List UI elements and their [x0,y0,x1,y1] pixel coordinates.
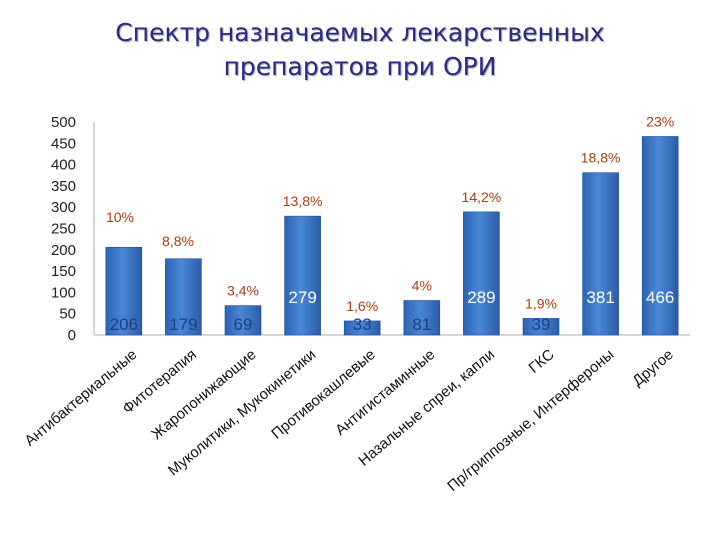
bar-value-label: 81 [412,315,431,334]
bar-percent-label: 8,8% [162,233,194,249]
bar [284,215,321,336]
bar-value-label: 289 [467,288,495,307]
y-tick-label: 350 [51,178,76,195]
x-category-label: ГКС [526,346,558,377]
bar-value-label: 179 [169,315,197,334]
bar-value-label: 381 [586,288,614,307]
x-category-label: Жаропонижающие [148,346,259,443]
bar [343,320,381,336]
y-tick-label: 50 [59,306,76,323]
bar [522,318,560,336]
bar-percent-label: 1,9% [525,295,557,311]
bar [582,172,619,336]
bar-value-label: 279 [288,288,316,307]
x-category-label: Антигистаминные [332,346,438,439]
bar-percent-label: 1,6% [346,298,378,314]
bar [641,136,679,336]
x-category-label: Другое [629,346,676,390]
y-tick-label: 300 [51,199,76,216]
bar-percent-label: 23% [646,113,674,129]
y-tick-label: 500 [51,114,76,131]
bar-percent-label: 18,8% [581,150,621,166]
bar-value-label: 69 [234,315,253,334]
bar [463,211,500,336]
y-tick-label: 200 [51,242,76,259]
bar-percent-label: 14,2% [462,189,502,205]
y-tick-label: 400 [51,157,76,174]
bar-value-label: 466 [646,288,674,307]
bar-value-label: 33 [353,315,372,334]
bar [105,246,143,336]
bar-percent-label: 3,4% [227,283,259,299]
bar-percent-label: 4% [412,277,432,293]
bar [403,300,441,336]
y-axis: 0 50 100 150 200 250 300 350 400 450 500 [51,114,690,344]
bar [224,305,262,336]
bar-percent-label: 10% [106,209,134,225]
y-tick-label: 250 [51,221,76,238]
bars-group [105,136,679,336]
bar-value-label: 206 [110,315,138,334]
y-tick-label: 450 [51,135,76,152]
y-tick-label: 0 [68,327,76,344]
bar [165,258,202,336]
y-tick-label: 150 [51,263,76,280]
x-category-label: Противокашлевые [268,346,379,443]
chart-title: Спектр назначаемых лекарственных препара… [115,18,605,81]
y-tick-label: 100 [51,284,76,301]
x-category-label: Антибактериальные [21,346,140,450]
bar-percent-label: 13,8% [283,193,323,209]
bar-value-label: 39 [532,315,551,334]
